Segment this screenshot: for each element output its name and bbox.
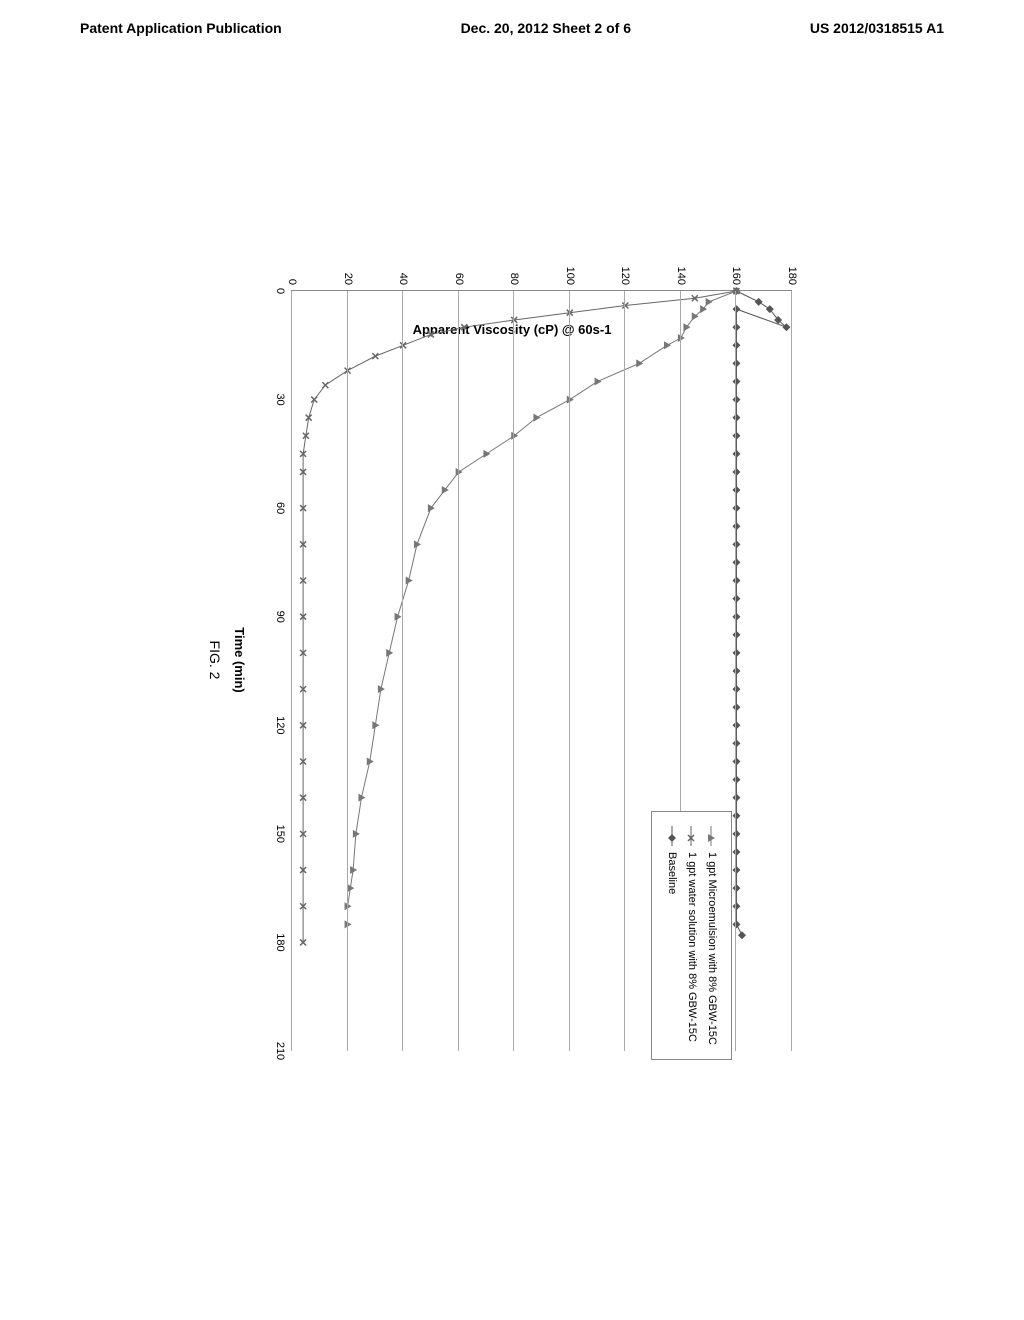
legend-label: Baseline [662,852,682,894]
y-tick-label: 40 [397,273,409,291]
series-marker-baseline [766,305,774,313]
legend-marker-baseline [667,826,677,846]
legend-item-water: 1 gpt water solution with 8% GBW-15C [681,826,701,1045]
series-marker-baseline [738,931,746,939]
y-tick-label: 140 [675,267,687,291]
legend-item-baseline: Baseline [662,826,682,1045]
series-marker-microemulsion [636,359,643,367]
series-marker-microemulsion [442,486,449,494]
gridline [513,291,514,1051]
legend-marker-water [686,826,696,846]
gridline [624,291,625,1051]
figure-label: FIG. 2 [207,641,223,680]
x-tick-label: 60 [274,502,292,514]
legend-marker-microemulsion [706,826,716,846]
legend-label: 1 gpt water solution with 8% GBW-15C [681,852,701,1042]
gridline [402,291,403,1051]
series-marker-baseline [755,298,763,306]
y-tick-label: 60 [453,273,465,291]
legend-box: 1 gpt Microemulsion with 8% GBW-15C1 gpt… [651,811,732,1060]
x-tick-label: 120 [274,716,292,734]
x-axis-label: Time (min) [232,627,247,693]
series-marker-microemulsion [595,377,602,385]
x-tick-label: 150 [274,825,292,843]
series-marker-microemulsion [683,323,690,331]
chart-container: Apparent Viscosity (cP) @ 60s-1 Time (mi… [212,210,812,1110]
x-tick-label: 90 [274,611,292,623]
y-tick-label: 180 [786,267,798,291]
y-tick-label: 20 [342,273,354,291]
legend-label: 1 gpt Microemulsion with 8% GBW-15C [701,852,721,1045]
chart-area: Apparent Viscosity (cP) @ 60s-1 Time (mi… [212,210,812,1110]
header-right: US 2012/0318515 A1 [810,20,944,36]
gridline [347,291,348,1051]
gridline [569,291,570,1051]
series-marker-microemulsion [414,540,421,548]
gridline [458,291,459,1051]
header-left: Patent Application Publication [80,20,282,36]
x-tick-label: 30 [274,393,292,405]
gridline [735,291,736,1051]
y-tick-label: 80 [508,273,520,291]
series-marker-water [311,397,317,403]
y-tick-label: 120 [619,267,631,291]
series-marker-microemulsion [428,504,435,512]
page-header: Patent Application Publication Dec. 20, … [0,0,1024,46]
x-tick-label: 0 [274,288,292,294]
series-marker-water [322,382,328,388]
y-tick-label: 160 [730,267,742,291]
series-line-baseline [736,291,786,935]
series-marker-microemulsion [706,298,713,306]
legend-item-microemulsion: 1 gpt Microemulsion with 8% GBW-15C [701,826,721,1045]
y-tick-label: 100 [564,267,576,291]
header-center: Dec. 20, 2012 Sheet 2 of 6 [461,20,631,36]
series-marker-microemulsion [483,450,490,458]
series-marker-water [372,353,378,359]
x-tick-label: 180 [274,933,292,951]
series-marker-microemulsion [533,414,540,422]
x-tick-label: 210 [274,1042,292,1060]
series-marker-microemulsion [664,341,671,349]
gridline [791,291,792,1051]
series-marker-microemulsion [700,305,707,313]
